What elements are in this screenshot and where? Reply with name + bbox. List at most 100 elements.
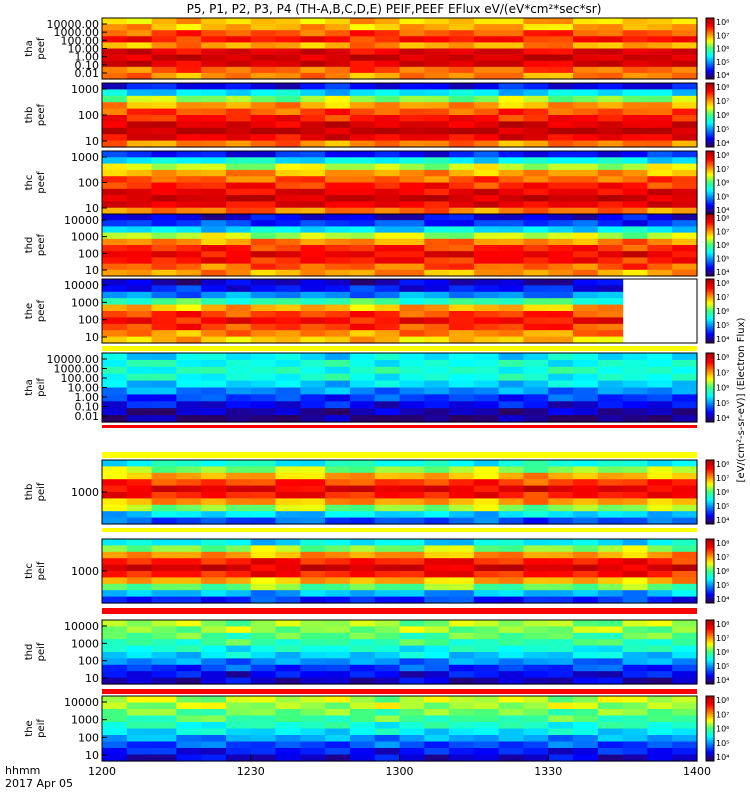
spectrogram-cell	[275, 54, 301, 62]
spectrogram-cell	[399, 722, 425, 730]
y-tick-label: 1000	[71, 714, 99, 727]
spectrogram-cell	[622, 134, 649, 142]
colorbar-segment	[706, 207, 714, 210]
spectrogram-cell	[573, 639, 599, 647]
spectrogram-cell	[225, 583, 252, 591]
spectrogram-cell	[176, 652, 202, 659]
spectrogram-cell	[573, 671, 599, 679]
spectrogram-cell	[573, 498, 599, 506]
spectrogram-cell	[275, 195, 301, 202]
spectrogram-cell	[573, 728, 599, 736]
spectrogram-cell	[548, 472, 574, 480]
colorbar-segment	[706, 43, 714, 46]
colorbar-segment	[706, 160, 714, 163]
spectrogram-cell	[349, 127, 376, 135]
spectrogram-cell	[201, 257, 227, 265]
spectrogram-cell	[498, 539, 525, 546]
spectrogram-cell	[349, 330, 376, 338]
spectrogram-cell	[325, 89, 351, 97]
spectrogram-cell	[449, 54, 475, 62]
spectrogram-cell	[597, 735, 624, 743]
spectrogram-cell	[449, 645, 475, 653]
spectrogram-cell	[176, 48, 202, 56]
spectrogram-cell	[672, 639, 698, 647]
spectrogram-cell	[399, 220, 425, 227]
spectrogram-cell	[374, 715, 401, 723]
spectrogram-cell	[126, 317, 153, 325]
spectrogram-cell	[622, 415, 649, 423]
colorbar-segment	[706, 480, 714, 483]
spectrogram-cell	[102, 652, 128, 659]
spectrogram-cell	[250, 207, 277, 215]
spectrogram-cell	[449, 715, 475, 723]
spectrogram-cell	[399, 466, 425, 474]
spectrogram-cell	[424, 696, 450, 704]
spectrogram-cell	[647, 511, 673, 519]
spectrogram-cell	[151, 460, 177, 467]
spectrogram-cell	[102, 479, 128, 487]
spectrogram-cell	[473, 652, 500, 659]
spectrogram-cell	[424, 220, 450, 227]
spectrogram-cell	[523, 466, 549, 474]
spectrogram-cell	[325, 479, 351, 487]
spectrogram-cell	[449, 323, 475, 331]
colorbar-segment	[706, 59, 714, 62]
spectrogram-cell	[275, 214, 301, 221]
spectrogram-cell	[548, 127, 574, 135]
spectrogram-cell	[151, 466, 177, 474]
spectrogram-cell	[250, 195, 277, 202]
spectrogram-cell	[498, 207, 525, 215]
spectrogram-cell	[647, 102, 673, 110]
spectrogram-cell	[275, 380, 301, 389]
spectrogram-cell	[647, 728, 673, 736]
colorbar-segment	[706, 632, 714, 635]
spectrogram-cell	[151, 304, 177, 312]
colorbar-tick-label: 10⁷	[716, 634, 729, 643]
spectrogram-cell	[250, 220, 277, 227]
spectrogram-cell	[349, 48, 376, 56]
spectrogram-cell	[399, 36, 425, 43]
spectrogram-cell	[597, 169, 624, 177]
spectrogram-cell	[473, 317, 500, 325]
spectrogram-cell	[523, 696, 549, 704]
spectrogram-cell	[250, 620, 277, 627]
spectrogram-cell	[399, 60, 425, 68]
spectrogram-cell	[176, 311, 202, 318]
spectrogram-cell	[102, 182, 128, 190]
spectrogram-cell	[201, 664, 227, 672]
spectrogram-cell	[349, 163, 376, 171]
colorbar-segment	[706, 204, 714, 207]
spectrogram-cell	[399, 72, 425, 80]
spectrogram-cell	[523, 220, 549, 227]
spectrogram-cell	[151, 664, 177, 672]
spectrogram-cell	[275, 551, 301, 559]
spectrogram-cell	[399, 741, 425, 749]
spectrogram-cell	[300, 664, 326, 672]
spectrogram-cell	[349, 285, 376, 293]
spectrogram-cell	[275, 169, 301, 177]
spectrogram-cell	[548, 373, 574, 382]
spectrogram-cell	[523, 182, 549, 190]
spectrogram-cell	[622, 157, 649, 165]
spectrogram-cell	[622, 652, 649, 659]
colorbar-segment	[706, 127, 714, 130]
spectrogram-cell	[672, 232, 698, 240]
spectrogram-cell	[672, 658, 698, 666]
spectrogram-cell	[573, 195, 599, 202]
spectrogram-cell	[275, 511, 301, 519]
spectrogram-cell	[424, 545, 450, 553]
colorbar-segment	[706, 377, 714, 380]
spectrogram-cell	[151, 48, 177, 56]
spectrogram-cell	[523, 115, 549, 122]
spectrogram-cell	[498, 639, 525, 647]
colorbar-segment	[706, 262, 714, 265]
spectrogram-cell	[102, 226, 128, 234]
spectrogram-cell	[349, 323, 376, 331]
spectrogram-cell	[647, 115, 673, 122]
spectrogram-cell	[325, 620, 351, 627]
spectrogram-cell	[225, 127, 252, 135]
spectrogram-cell	[275, 748, 301, 756]
spectrogram-cell	[126, 102, 153, 110]
spectrogram-cell	[225, 201, 252, 209]
spectrogram-cell	[548, 140, 574, 148]
